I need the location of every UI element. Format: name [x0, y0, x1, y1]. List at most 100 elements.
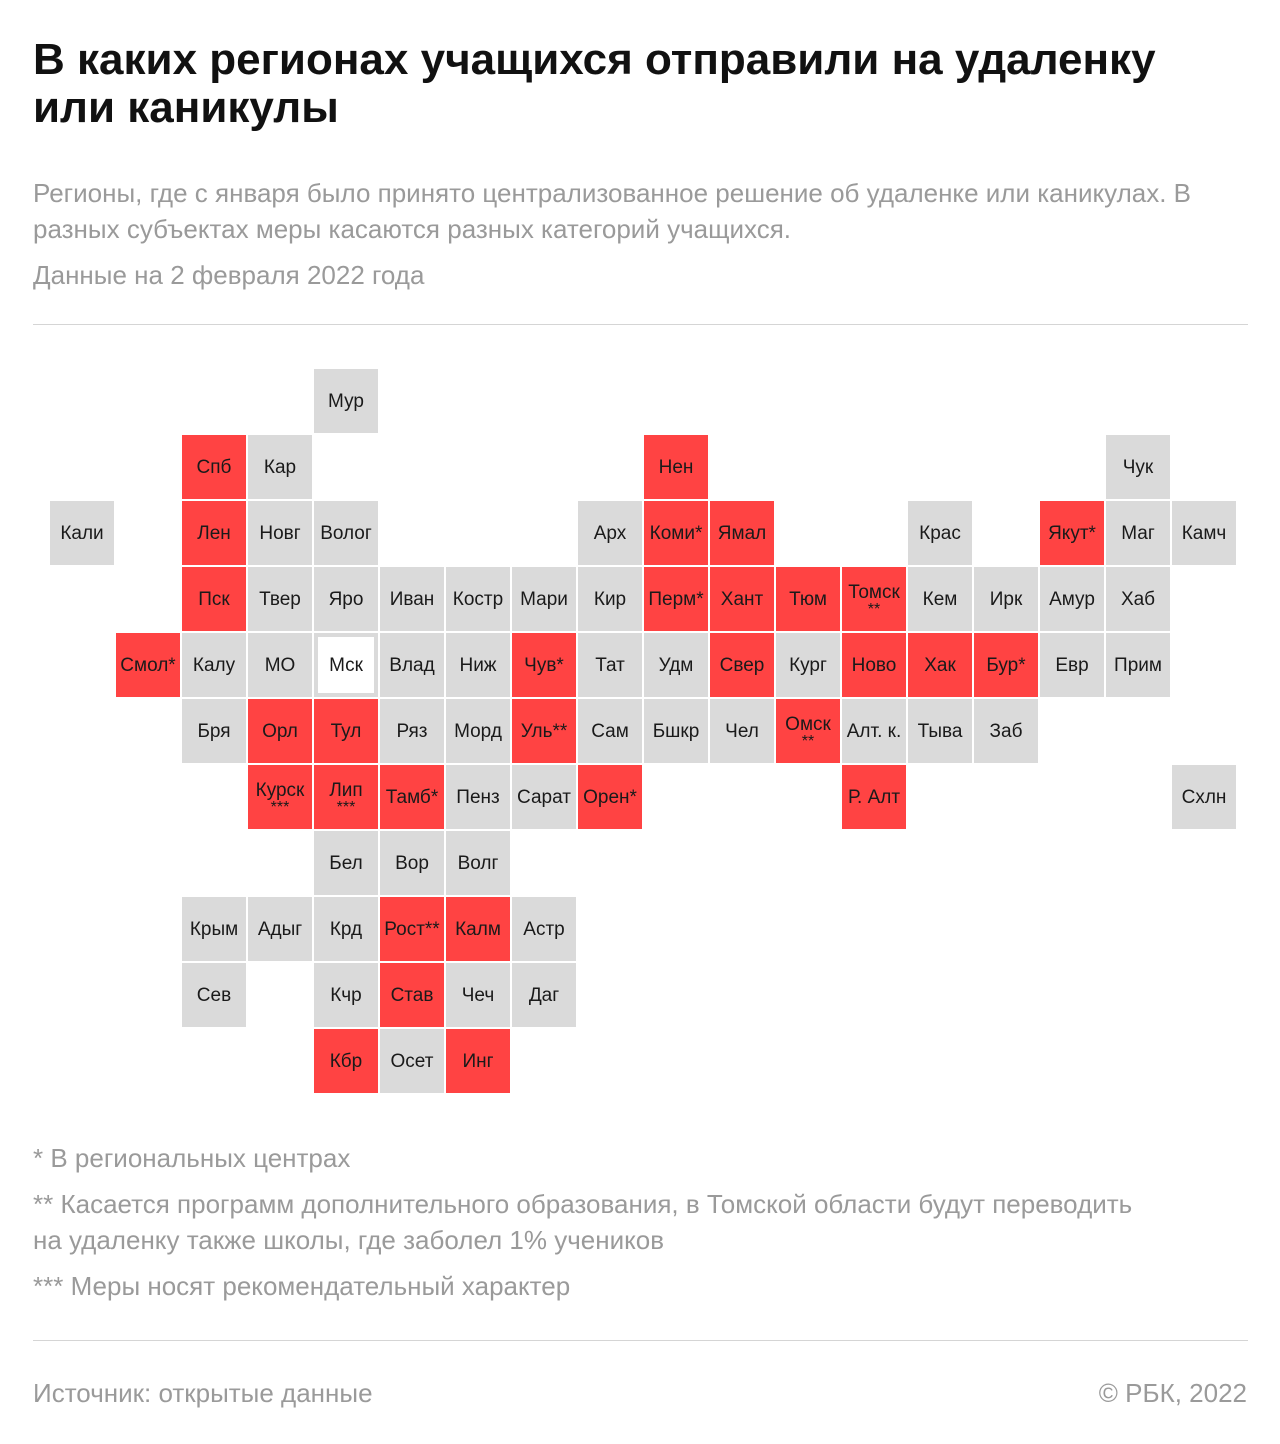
- region-label: Камч: [1181, 522, 1227, 544]
- region-label: Калм: [455, 918, 501, 940]
- region-tile: Хант: [710, 567, 774, 631]
- region-tile: Ново: [842, 633, 906, 697]
- region-label: Лен: [197, 522, 231, 544]
- region-label: Якут*: [1048, 522, 1096, 544]
- region-tile: Схлн: [1172, 765, 1236, 829]
- region-tile: Омск **: [776, 699, 840, 763]
- region-label: Волг: [457, 852, 499, 874]
- region-label: Евр: [1055, 654, 1089, 676]
- region-tile: Камч: [1172, 501, 1236, 565]
- region-label: Кчр: [330, 984, 362, 1006]
- region-tile: Крд: [314, 897, 378, 961]
- region-tile: Вор: [380, 831, 444, 895]
- region-footnote-mark: ***: [270, 798, 290, 816]
- region-tile: Сев: [182, 963, 246, 1027]
- region-tile: Хак: [908, 633, 972, 697]
- region-tile: Тамб*: [380, 765, 444, 829]
- region-label: Орен*: [583, 786, 637, 808]
- region-tile: Свер: [710, 633, 774, 697]
- region-tile: Твер: [248, 567, 312, 631]
- region-tile: Перм*: [644, 567, 708, 631]
- region-tile: Крым: [182, 897, 246, 961]
- region-label: Свер: [719, 654, 765, 676]
- region-label: Ново: [851, 654, 897, 676]
- region-tile: Арх: [578, 501, 642, 565]
- region-label: Чув*: [524, 654, 564, 676]
- region-tile: Уль**: [512, 699, 576, 763]
- region-label: Нен: [658, 456, 694, 478]
- region-tile: Амур: [1040, 567, 1104, 631]
- region-label: Чук: [1122, 456, 1154, 478]
- region-tile: Пенз: [446, 765, 510, 829]
- region-tile: Курск ***: [248, 765, 312, 829]
- region-tile: Якут*: [1040, 501, 1104, 565]
- region-tile: Коми*: [644, 501, 708, 565]
- region-label: Калу: [192, 654, 236, 676]
- region-tile: Костр: [446, 567, 510, 631]
- region-label: Хаб: [1120, 588, 1156, 610]
- region-tile: Орен*: [578, 765, 642, 829]
- region-tile: Пск: [182, 567, 246, 631]
- region-tile: Хаб: [1106, 567, 1170, 631]
- region-label: Тул: [330, 720, 362, 742]
- region-label: Вор: [395, 852, 429, 874]
- region-label: Адыг: [257, 918, 303, 940]
- region-label: Морд: [454, 720, 502, 742]
- region-label: Пск: [198, 588, 230, 610]
- region-tile: Маг: [1106, 501, 1170, 565]
- region-tile: Ирк: [974, 567, 1038, 631]
- region-label: Тат: [595, 654, 625, 676]
- region-tile: Чеч: [446, 963, 510, 1027]
- region-tile: Кчр: [314, 963, 378, 1027]
- region-label: Крас: [919, 522, 961, 544]
- source-text: Источник: открытые данные: [33, 1378, 373, 1408]
- region-label: Став: [390, 984, 434, 1006]
- region-tile: Калм: [446, 897, 510, 961]
- region-tile: Крас: [908, 501, 972, 565]
- region-label: Кем: [922, 588, 958, 610]
- region-tile: Чув*: [512, 633, 576, 697]
- data-date: Данные на 2 февраля 2022 года: [33, 260, 425, 290]
- region-tile: Евр: [1040, 633, 1104, 697]
- footnote-1: * В региональных центрах: [33, 1143, 351, 1173]
- region-label: Уль**: [520, 720, 568, 742]
- region-tile: Яро: [314, 567, 378, 631]
- region-tile: Ниж: [446, 633, 510, 697]
- region-label: Курск: [255, 779, 305, 801]
- region-tile: Тюм: [776, 567, 840, 631]
- region-label: Иван: [389, 588, 435, 610]
- region-footnote-mark: **: [867, 600, 881, 618]
- region-tile: Морд: [446, 699, 510, 763]
- region-label: Удм: [658, 654, 694, 676]
- region-label: Схлн: [1181, 786, 1227, 808]
- region-tile: Сам: [578, 699, 642, 763]
- region-label: Инг: [462, 1050, 494, 1072]
- region-label: Осет: [390, 1050, 434, 1072]
- top-divider: [33, 324, 1248, 325]
- region-label: Сам: [591, 720, 629, 742]
- region-tile: Прим: [1106, 633, 1170, 697]
- region-label: Хак: [924, 654, 956, 676]
- footnote-3: *** Меры носят рекомендательный характер: [33, 1271, 571, 1301]
- region-label: Мск: [329, 654, 363, 676]
- region-tile: Кар: [248, 435, 312, 499]
- region-label: Бшкр: [652, 720, 700, 742]
- region-tile: Кург: [776, 633, 840, 697]
- region-label: Томск: [848, 581, 900, 603]
- region-label: МО: [264, 654, 296, 676]
- region-tile: Удм: [644, 633, 708, 697]
- region-label: Коми*: [649, 522, 703, 544]
- region-label: Перм*: [648, 588, 704, 610]
- region-tile: Лен: [182, 501, 246, 565]
- region-tile: Калу: [182, 633, 246, 697]
- region-label: Орл: [262, 720, 298, 742]
- region-tile: Бшкр: [644, 699, 708, 763]
- region-label: Чеч: [461, 984, 495, 1006]
- region-footnote-mark: **: [801, 732, 815, 750]
- region-label: Прим: [1114, 654, 1162, 676]
- region-tile: Чел: [710, 699, 774, 763]
- region-tile: Ряз: [380, 699, 444, 763]
- region-label: Крд: [329, 918, 363, 940]
- region-label: Бря: [197, 720, 231, 742]
- region-tile: Адыг: [248, 897, 312, 961]
